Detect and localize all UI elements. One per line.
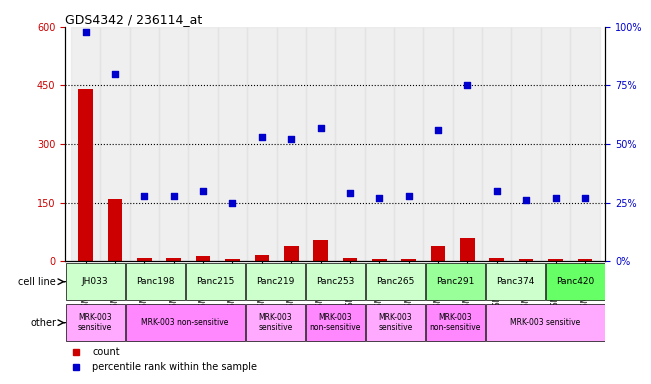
FancyBboxPatch shape — [126, 304, 245, 341]
Text: Panc291: Panc291 — [436, 277, 475, 286]
Bar — [167, 258, 181, 261]
Point — [550, 195, 561, 201]
FancyBboxPatch shape — [66, 263, 124, 300]
Text: Panc198: Panc198 — [136, 277, 174, 286]
Point — [345, 190, 355, 196]
Bar — [401, 259, 416, 261]
Bar — [78, 89, 93, 261]
Bar — [365, 27, 394, 261]
FancyBboxPatch shape — [426, 263, 485, 300]
Bar — [541, 27, 570, 261]
Point — [462, 83, 473, 89]
Bar — [482, 27, 512, 261]
Point — [286, 136, 296, 142]
FancyBboxPatch shape — [186, 263, 245, 300]
Text: MRK-003
non-sensitive: MRK-003 non-sensitive — [310, 313, 361, 333]
FancyBboxPatch shape — [486, 304, 605, 341]
Bar — [225, 259, 240, 261]
Point — [81, 28, 91, 35]
Bar — [218, 27, 247, 261]
Bar — [394, 27, 423, 261]
Bar — [196, 257, 210, 261]
Text: other: other — [30, 318, 56, 328]
Text: MRK-003
sensitive: MRK-003 sensitive — [378, 313, 413, 333]
Bar — [548, 259, 563, 261]
Point — [521, 197, 531, 204]
Text: Panc219: Panc219 — [256, 277, 294, 286]
FancyBboxPatch shape — [126, 263, 185, 300]
Point — [579, 195, 590, 201]
Bar — [188, 27, 218, 261]
Bar — [452, 27, 482, 261]
Text: Panc253: Panc253 — [316, 277, 354, 286]
FancyBboxPatch shape — [246, 263, 305, 300]
Point — [492, 188, 502, 194]
Text: MRK-003
sensitive: MRK-003 sensitive — [78, 313, 112, 333]
Point — [256, 134, 267, 140]
FancyBboxPatch shape — [306, 304, 365, 341]
Bar — [71, 27, 100, 261]
Bar — [372, 259, 387, 261]
Bar — [277, 27, 306, 261]
Text: count: count — [92, 347, 120, 357]
Bar — [490, 258, 504, 261]
Text: percentile rank within the sample: percentile rank within the sample — [92, 362, 257, 372]
Bar — [137, 258, 152, 261]
Bar — [100, 27, 130, 261]
FancyBboxPatch shape — [66, 304, 124, 341]
Point — [169, 192, 179, 199]
Point — [374, 195, 385, 201]
Text: Panc265: Panc265 — [376, 277, 415, 286]
Point — [110, 71, 120, 77]
Text: Panc374: Panc374 — [496, 277, 534, 286]
Bar — [247, 27, 277, 261]
Bar — [570, 27, 600, 261]
FancyBboxPatch shape — [546, 263, 605, 300]
FancyBboxPatch shape — [306, 263, 365, 300]
Bar — [306, 27, 335, 261]
Bar — [519, 259, 533, 261]
Point — [139, 192, 150, 199]
Bar — [431, 245, 445, 261]
Text: Panc215: Panc215 — [196, 277, 234, 286]
Point — [404, 192, 414, 199]
Text: JH033: JH033 — [82, 277, 109, 286]
Bar — [107, 199, 122, 261]
Text: Panc420: Panc420 — [557, 277, 594, 286]
Bar — [335, 27, 365, 261]
Text: cell line: cell line — [18, 277, 56, 287]
Text: MRK-003 sensitive: MRK-003 sensitive — [510, 318, 581, 327]
FancyBboxPatch shape — [246, 304, 305, 341]
Point — [198, 188, 208, 194]
Text: MRK-003
sensitive: MRK-003 sensitive — [258, 313, 292, 333]
Bar — [313, 240, 328, 261]
Bar — [423, 27, 452, 261]
Point — [227, 200, 238, 206]
Point — [433, 127, 443, 133]
Text: MRK-003 non-sensitive: MRK-003 non-sensitive — [141, 318, 229, 327]
Bar — [577, 259, 592, 261]
Text: GDS4342 / 236114_at: GDS4342 / 236114_at — [65, 13, 202, 26]
Bar — [342, 258, 357, 261]
Bar — [460, 238, 475, 261]
Bar — [255, 255, 270, 261]
Bar — [130, 27, 159, 261]
Bar — [284, 245, 299, 261]
Bar — [159, 27, 188, 261]
Bar — [512, 27, 541, 261]
Point — [315, 124, 326, 131]
Text: MRK-003
non-sensitive: MRK-003 non-sensitive — [430, 313, 481, 333]
FancyBboxPatch shape — [486, 263, 545, 300]
FancyBboxPatch shape — [366, 263, 424, 300]
FancyBboxPatch shape — [366, 304, 424, 341]
FancyBboxPatch shape — [426, 304, 485, 341]
